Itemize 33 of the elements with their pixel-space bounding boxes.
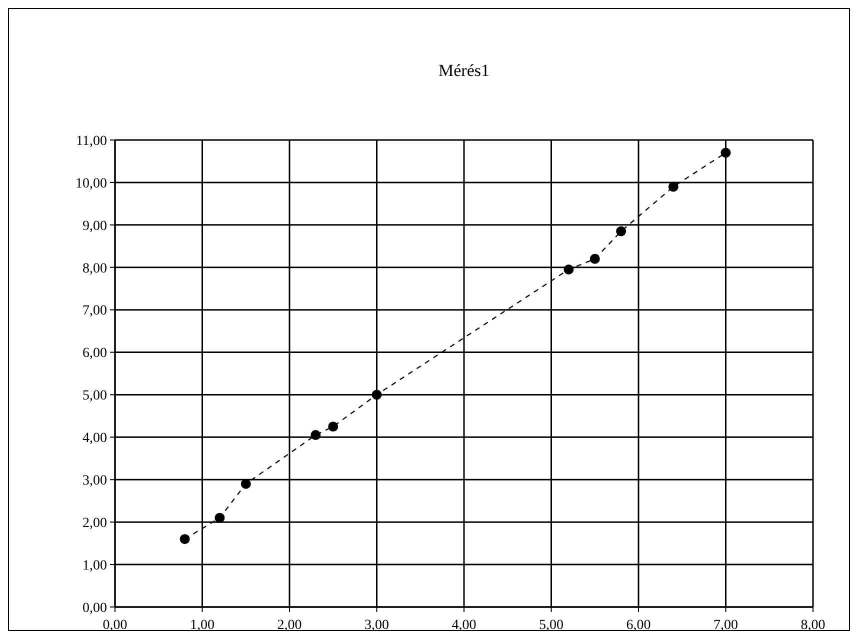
y-tick-label: 10,00 [76, 176, 107, 192]
x-tick-label: 7,00 [714, 618, 738, 633]
y-tick-label: 3,00 [82, 474, 107, 489]
point [180, 534, 190, 544]
y-tick-label: 5,00 [82, 388, 107, 404]
x-tick-label: 3,00 [364, 618, 389, 633]
y-tick-label: 7,00 [82, 304, 107, 319]
y-tick-label: 0,00 [82, 600, 107, 616]
point [240, 478, 251, 489]
point [616, 226, 626, 236]
point [214, 512, 225, 523]
y-tick-label: 8,00 [82, 261, 107, 276]
point [328, 422, 338, 432]
y-tick-label: 6,00 [82, 346, 107, 362]
x-tick-label: 8,00 [800, 618, 826, 633]
x-tick-label: 0,00 [102, 618, 128, 633]
x-tick-label: 2,00 [277, 618, 302, 633]
y-tick-label: 11,00 [76, 134, 107, 149]
y-tick-label: 4,00 [82, 431, 107, 446]
chart-title: Mérés1 [438, 61, 490, 80]
point [310, 430, 321, 440]
x-tick-label: 5,00 [539, 618, 564, 633]
point [720, 148, 731, 158]
point [372, 390, 382, 400]
y-tick-label: 2,00 [82, 516, 107, 531]
x-tick-label: 4,00 [452, 618, 476, 633]
point [668, 182, 678, 192]
x-tick-label: 1,00 [190, 618, 214, 633]
y-tick-label: 9,00 [82, 218, 107, 234]
point [590, 254, 600, 264]
x-tick-label: 6,00 [626, 618, 651, 633]
point [564, 264, 574, 274]
y-tick-label: 1,00 [82, 558, 107, 574]
